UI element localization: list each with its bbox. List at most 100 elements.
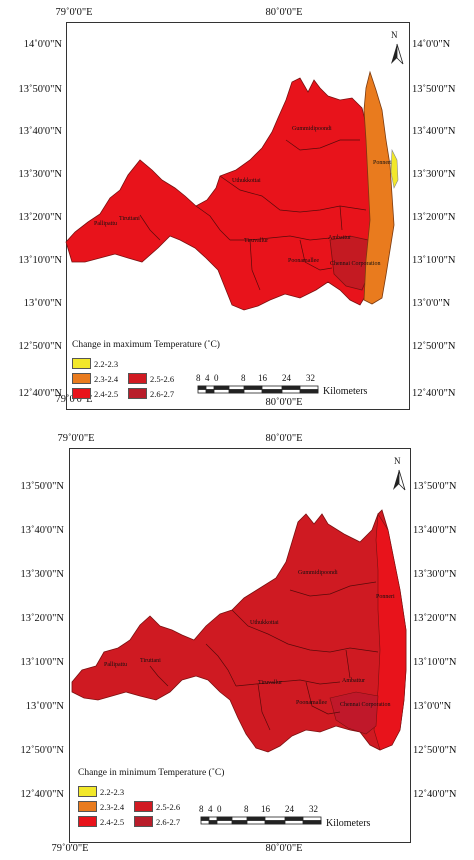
lat-label-right: 13˚30'0"N xyxy=(413,569,457,580)
lat-label-left: 13˚10'0"N xyxy=(18,255,62,266)
north-label: N xyxy=(391,30,398,40)
legend-item: 2.5-2.6 xyxy=(134,801,180,812)
district-map-svg xyxy=(71,469,407,825)
legend-item: 2.3-2.4 xyxy=(78,801,124,812)
lat-label-left: 12˚50'0"N xyxy=(20,745,64,756)
lat-label-left: 12˚40'0"N xyxy=(18,388,62,399)
legend-label: 2.5-2.6 xyxy=(150,373,175,384)
scale-tick-label: 24 xyxy=(285,804,294,814)
district-region xyxy=(329,691,379,735)
legend-label: 2.4-2.5 xyxy=(100,816,125,827)
lat-label-right: 13˚50'0"N xyxy=(412,84,456,95)
scale-tick-label: 4 xyxy=(208,804,213,814)
lat-label-right: 14˚0'0"N xyxy=(412,39,451,50)
scale-bar xyxy=(197,385,319,394)
legend-item: 2.2-2.3 xyxy=(78,786,124,797)
legend-item: 2.6-2.7 xyxy=(134,816,180,827)
legend-label: 2.3-2.4 xyxy=(94,373,119,384)
legend-swatch xyxy=(134,816,153,827)
place-label: Tiruttani xyxy=(140,658,161,664)
lat-label-left: 13˚0'0"N xyxy=(25,701,64,712)
lat-label-right: 13˚20'0"N xyxy=(413,613,457,624)
scale-tick-label: 24 xyxy=(282,373,291,383)
place-label: Ponneri xyxy=(373,160,392,166)
lat-label-right: 13˚0'0"N xyxy=(413,701,452,712)
place-label: Pallipattu xyxy=(104,662,127,668)
place-label: Chennai Corporation xyxy=(340,702,391,708)
legend-label: 2.6-2.7 xyxy=(150,388,175,399)
legend-label: 2.2-2.3 xyxy=(100,786,125,797)
lat-label-right: 13˚20'0"N xyxy=(412,212,456,223)
lat-label-left: 13˚40'0"N xyxy=(20,525,64,536)
scale-tick-label: 0 xyxy=(214,373,219,383)
legend-label: 2.2-2.3 xyxy=(94,358,119,369)
lat-label-left: 12˚40'0"N xyxy=(20,789,64,800)
lon-label-80-bottom: 80˚0'0"E xyxy=(265,843,303,854)
lat-label-left: 13˚30'0"N xyxy=(20,569,64,580)
legend-swatch xyxy=(78,801,97,812)
lat-label-right: 12˚40'0"N xyxy=(413,789,457,800)
lon-label-80-bottom: 80˚0'0"E xyxy=(265,397,303,408)
place-label: Tiruvallur xyxy=(258,680,283,686)
lat-label-right: 13˚40'0"N xyxy=(412,126,456,137)
district-region xyxy=(373,513,407,751)
lat-label-left: 14˚0'0"N xyxy=(23,39,62,50)
place-label: Uthukkottai xyxy=(232,178,261,184)
lat-label-left: 13˚0'0"N xyxy=(23,298,62,309)
scale-tick-label: 0 xyxy=(217,804,222,814)
lat-label-right: 13˚30'0"N xyxy=(412,169,456,180)
place-label: Tiruttani xyxy=(119,216,140,222)
lat-label-left: 12˚50'0"N xyxy=(18,341,62,352)
scale-tick-label: 4 xyxy=(205,373,210,383)
legend-swatch xyxy=(72,388,91,399)
lat-label-right: 12˚50'0"N xyxy=(412,341,456,352)
lat-label-left: 13˚50'0"N xyxy=(18,84,62,95)
legend-title: Change in minimum Temperature (˚C) xyxy=(78,768,225,778)
lat-label-right: 13˚10'0"N xyxy=(413,657,457,668)
north-label: N xyxy=(394,456,401,466)
legend-label: 2.6-2.7 xyxy=(156,816,181,827)
lat-label-left: 13˚20'0"N xyxy=(18,212,62,223)
lat-label-right: 13˚40'0"N xyxy=(413,525,457,536)
north-arrow-icon xyxy=(391,43,404,65)
min-temperature-map: 79˚0'0"E 80˚0'0"E 79˚0'0"E 80˚0'0"E 13˚5… xyxy=(0,430,474,860)
legend-label: 2.5-2.6 xyxy=(156,801,181,812)
district-boundaries xyxy=(149,581,379,731)
legend-item: 2.4-2.5 xyxy=(78,816,124,827)
legend-swatch xyxy=(128,373,147,384)
legend-item: 2.6-2.7 xyxy=(128,388,174,399)
place-label: Poonamallee xyxy=(288,258,319,264)
scale-bar xyxy=(200,816,322,825)
legend-item: 2.3-2.4 xyxy=(72,373,118,384)
lon-label-79-bottom: 79˚0'0"E xyxy=(55,394,93,405)
lon-label-79-bottom: 79˚0'0"E xyxy=(51,843,89,854)
place-label: Uthukkottai xyxy=(250,620,279,626)
lon-label-80-top: 80˚0'0"E xyxy=(265,7,303,18)
legend-swatch xyxy=(72,373,91,384)
scale-tick-label: 8 xyxy=(244,804,249,814)
place-label: Ambattur xyxy=(342,678,365,684)
lat-label-right: 13˚10'0"N xyxy=(412,255,456,266)
lat-label-right: 12˚40'0"N xyxy=(412,388,456,399)
district-boundaries xyxy=(139,139,367,291)
north-arrow-icon xyxy=(393,469,406,491)
place-label: Ponneri xyxy=(376,594,395,600)
max-temperature-map: 79˚0'0"E 80˚0'0"E 79˚0'0"E 80˚0'0"E 14˚0… xyxy=(0,0,474,420)
district-map-svg xyxy=(65,43,404,394)
scale-tick-label: 32 xyxy=(309,804,318,814)
place-label: Gummidipoondi xyxy=(298,570,338,576)
place-label: Tiruvallur xyxy=(244,238,269,244)
lat-label-right: 12˚50'0"N xyxy=(413,745,457,756)
lat-label-left: 13˚40'0"N xyxy=(18,126,62,137)
scale-tick-label: 8 xyxy=(199,804,204,814)
legend-label: 2.3-2.4 xyxy=(100,801,125,812)
district-region xyxy=(363,70,395,305)
legend-swatch xyxy=(128,388,147,399)
place-label: Ambattur xyxy=(328,235,351,241)
lat-label-right: 13˚50'0"N xyxy=(413,481,457,492)
district-region xyxy=(65,77,373,311)
lat-label-left: 13˚10'0"N xyxy=(20,657,64,668)
scale-tick-label: 8 xyxy=(241,373,246,383)
legend-item: 2.5-2.6 xyxy=(128,373,174,384)
legend-swatch xyxy=(78,816,97,827)
